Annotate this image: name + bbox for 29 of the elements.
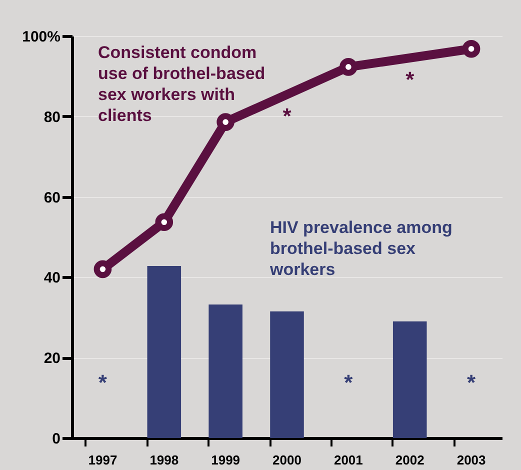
annotation: * [98,370,108,395]
x-tick-label: 1998 [150,452,179,468]
annotation: * [282,103,292,128]
series-label: HIV prevalence among brothel-based sex workers [269,218,452,279]
y-tick-label: 80 [44,108,60,126]
x-tick-label: 1999 [211,452,240,468]
x-tick-label: 1997 [88,452,118,468]
x-tick-label: 2003 [456,452,486,468]
point [94,260,112,278]
annotation: * [406,66,415,92]
y-tick-label: 100% [22,28,60,46]
point [216,113,234,131]
x-tick-label: 2000 [272,452,302,468]
y-tick-label: 40 [44,270,60,287]
x-tick-label: 2002 [395,452,424,468]
y-tick-label: 0 [52,430,60,448]
x-tick-label: 2001 [334,452,363,468]
point [340,58,358,76]
bar [270,311,304,438]
series-label: Consistent condom use of brothel-based sex workers with clients [98,43,266,125]
y-tick-label: 20 [44,350,60,368]
point [462,40,480,58]
bar [208,304,242,438]
point [155,213,174,232]
annotation: * [467,370,476,395]
y-tick-label: 60 [44,189,60,206]
bar [147,266,182,438]
annotation: * [344,370,354,395]
bar [392,321,427,438]
